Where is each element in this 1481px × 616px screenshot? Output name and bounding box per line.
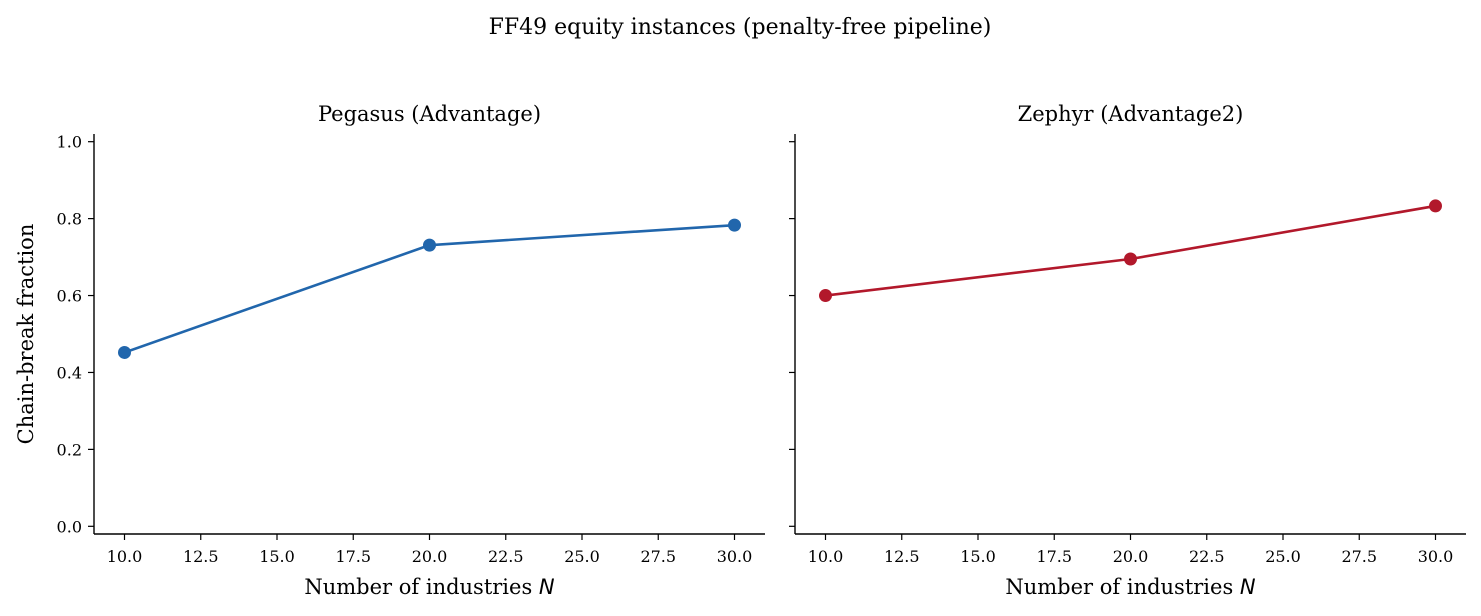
y-tick-label: 0.2	[57, 440, 82, 459]
data-point	[423, 238, 436, 252]
x-axis-label-text: Number of industries	[304, 575, 539, 599]
x-tick-label: 25.0	[564, 547, 600, 566]
chart-panel-2: Zephyr (Advantage2) 10.0 12.5 15.0 17.5 20.0 2…	[789, 102, 1466, 599]
x-tick-label: 27.5	[1341, 547, 1377, 566]
x-tick-label: 10.0	[808, 547, 844, 566]
x-tick-label: 22.5	[488, 547, 524, 566]
data-point	[118, 345, 131, 359]
x-axis-label: Number of industries N	[1005, 575, 1256, 599]
y-tick-label: 0.6	[57, 287, 82, 306]
y-tick-label: 0.8	[57, 210, 82, 229]
y-tick-label: 0.0	[57, 517, 82, 536]
x-axis-label-text: Number of industries	[1005, 575, 1240, 599]
x-tick-label: 15.0	[259, 547, 295, 566]
x-axis-label-variable: N	[539, 575, 555, 599]
y-axis-label: Chain-break fraction	[14, 224, 38, 445]
panel-title: Zephyr (Advantage2)	[1018, 102, 1244, 126]
y-tick-label: 1.0	[57, 133, 82, 152]
x-tick-label: 20.0	[1113, 547, 1149, 566]
x-tick-label: 30.0	[717, 547, 753, 566]
chart-panel-1: Pegasus (Advantage) 10.0 12.5 15.0 17.5 20.0 2…	[14, 102, 765, 599]
x-tick-label: 17.5	[335, 547, 371, 566]
x-tick-label: 25.0	[1265, 547, 1301, 566]
panel-title: Pegasus (Advantage)	[318, 102, 541, 126]
y-tick-label: 0.4	[57, 363, 82, 382]
x-axis-label-variable: N	[1240, 575, 1256, 599]
x-tick-label: 15.0	[960, 547, 996, 566]
data-point	[728, 218, 741, 232]
x-tick-label: 10.0	[107, 547, 143, 566]
x-tick-label: 20.0	[412, 547, 448, 566]
x-tick-label: 17.5	[1036, 547, 1072, 566]
x-tick-label: 27.5	[640, 547, 676, 566]
x-axis-label: Number of industries N	[304, 575, 555, 599]
x-tick-label: 12.5	[183, 547, 219, 566]
x-tick-label: 12.5	[884, 547, 920, 566]
data-point	[819, 289, 832, 303]
series-line	[825, 204, 1436, 297]
x-tick-label: 30.0	[1418, 547, 1454, 566]
data-point	[1429, 199, 1442, 213]
figure-title: FF49 equity instances (penalty-free pipe…	[489, 15, 992, 40]
x-tick-label: 22.5	[1189, 547, 1225, 566]
data-point	[1124, 252, 1137, 266]
